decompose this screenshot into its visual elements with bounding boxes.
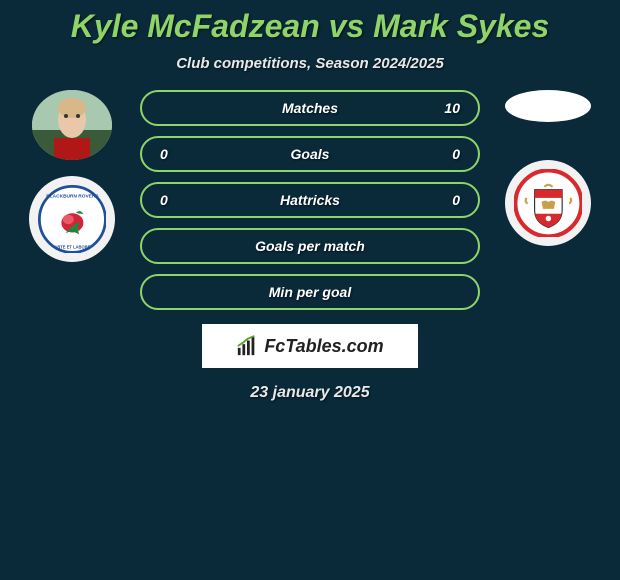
player-avatar-icon: [32, 90, 112, 160]
stat-right-value: 0: [436, 146, 460, 162]
stat-label: Matches: [184, 100, 436, 116]
stat-row-min-per-goal: Min per goal: [140, 274, 480, 310]
left-player-photo: [32, 90, 112, 160]
stat-label: Goals per match: [184, 238, 436, 254]
comparison-content: BLACKBURN ROVERS ARTE ET LABORE Matches …: [0, 90, 620, 310]
left-player-column: BLACKBURN ROVERS ARTE ET LABORE: [22, 90, 122, 262]
watermark-text: FcTables.com: [264, 336, 383, 357]
watermark: FcTables.com: [202, 324, 418, 368]
page-title: Kyle McFadzean vs Mark Sykes: [0, 8, 620, 45]
left-club-crest: BLACKBURN ROVERS ARTE ET LABORE: [29, 176, 115, 262]
stat-row-goals-per-match: Goals per match: [140, 228, 480, 264]
date-label: 23 january 2025: [0, 384, 620, 402]
stat-row-matches: Matches 10: [140, 90, 480, 126]
stat-label: Hattricks: [184, 192, 436, 208]
right-player-photo: [505, 90, 591, 122]
stat-label: Min per goal: [184, 284, 436, 300]
right-player-column: [498, 90, 598, 246]
svg-text:ARTE ET LABORE: ARTE ET LABORE: [54, 244, 90, 249]
bristol-city-crest-icon: [514, 169, 583, 238]
right-club-crest: [505, 160, 591, 246]
stat-row-goals: 0 Goals 0: [140, 136, 480, 172]
stat-right-value: 10: [436, 100, 460, 116]
bar-chart-icon: [236, 335, 258, 357]
svg-text:BLACKBURN ROVERS: BLACKBURN ROVERS: [46, 193, 99, 199]
stat-right-value: 0: [436, 192, 460, 208]
stats-column: Matches 10 0 Goals 0 0 Hattricks 0 Goals…: [140, 90, 480, 310]
stat-row-hattricks: 0 Hattricks 0: [140, 182, 480, 218]
stat-left-value: 0: [160, 192, 184, 208]
stat-left-value: 0: [160, 146, 184, 162]
stat-label: Goals: [184, 146, 436, 162]
subtitle: Club competitions, Season 2024/2025: [0, 55, 620, 72]
blackburn-crest-icon: BLACKBURN ROVERS ARTE ET LABORE: [38, 185, 107, 254]
